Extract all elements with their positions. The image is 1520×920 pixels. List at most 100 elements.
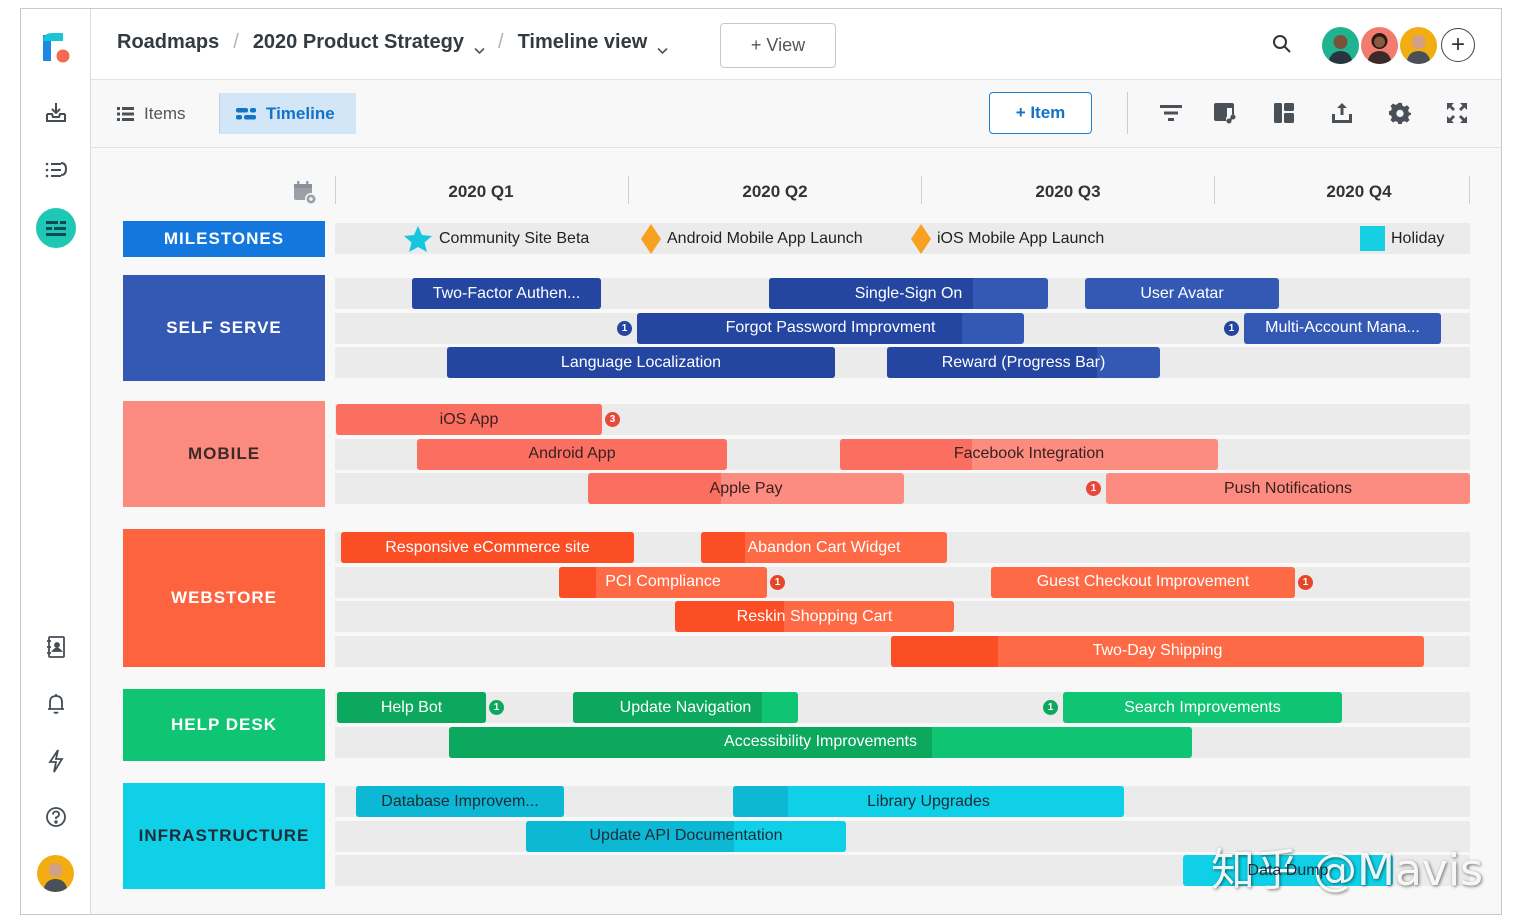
bell-icon[interactable] bbox=[36, 684, 76, 724]
lane-label-infrastructure[interactable]: INFRASTRUCTURE bbox=[123, 783, 325, 889]
dependency-count-badge[interactable]: 1 bbox=[1086, 481, 1101, 496]
lane-row-track: PCI Compliance 1 Guest Checkout Improvemen… bbox=[335, 566, 1470, 598]
inbox-download-icon[interactable] bbox=[36, 92, 76, 132]
roadmap-item-bar[interactable]: Database Improvem... bbox=[356, 786, 564, 817]
roadmap-item-bar[interactable]: User Avatar bbox=[1085, 278, 1279, 309]
fullscreen-icon[interactable] bbox=[1444, 100, 1470, 126]
chevron-down-icon[interactable] bbox=[474, 38, 485, 54]
roadmap-item-bar[interactable]: Update Navigation bbox=[573, 692, 798, 723]
dependency-count-badge[interactable]: 1 bbox=[1043, 700, 1058, 715]
roadmap-item-bar[interactable]: Search Improvements bbox=[1063, 692, 1342, 723]
export-upload-icon[interactable] bbox=[1329, 100, 1355, 126]
lane-label-milestones[interactable]: MILESTONES bbox=[123, 221, 325, 257]
milestone-diamond-icon bbox=[641, 223, 661, 254]
milestone[interactable]: Android Mobile App Launch bbox=[641, 223, 863, 254]
item-label: Language Localization bbox=[560, 353, 722, 371]
breadcrumb-product-strategy[interactable]: 2020 Product Strategy bbox=[252, 31, 465, 53]
roadmap-item-bar[interactable]: iOS App bbox=[336, 404, 602, 435]
lane-label-self-serve[interactable]: SELF SERVE bbox=[123, 275, 325, 381]
add-view-button[interactable]: + View bbox=[720, 23, 836, 68]
roadmap-item-bar[interactable]: Two-Factor Authen... bbox=[412, 278, 601, 309]
roadmap-item-bar[interactable]: Update API Documentation bbox=[526, 820, 846, 852]
milestone[interactable]: Holiday bbox=[1360, 223, 1444, 254]
roadmap-item-bar[interactable]: Library Upgrades bbox=[733, 786, 1124, 817]
dependency-count-badge[interactable]: 1 bbox=[770, 574, 785, 590]
tab-items[interactable]: Items bbox=[117, 93, 186, 134]
roadmap-item-bar[interactable]: Two-Day Shipping bbox=[891, 635, 1424, 667]
roadmap-item-bar[interactable]: Responsive eCommerce site bbox=[341, 532, 634, 563]
dependency-count-badge[interactable]: 1 bbox=[489, 700, 504, 715]
quarter-label-q3: 2020 Q3 bbox=[1035, 182, 1101, 201]
user-avatar-3[interactable] bbox=[1400, 27, 1437, 64]
milestone[interactable]: Community Site Beta bbox=[403, 223, 589, 254]
list-reorder-icon[interactable] bbox=[36, 150, 76, 190]
tab-timeline[interactable]: Timeline bbox=[219, 93, 356, 134]
timeline-quarters-header: 2020 Q1 2020 Q2 2020 Q3 2020 Q4 bbox=[21, 174, 1501, 214]
roadmap-item-bar[interactable]: Data Dump bbox=[1183, 855, 1393, 886]
chevron-down-icon[interactable] bbox=[657, 38, 668, 54]
roadmap-item-bar[interactable]: Push Notifications bbox=[1106, 473, 1470, 504]
add-collaborator-button[interactable]: + bbox=[1441, 28, 1475, 62]
dependency-count-badge[interactable]: 3 bbox=[605, 412, 620, 427]
filter-icon[interactable] bbox=[1158, 100, 1184, 126]
roadmap-item-bar[interactable]: Forgot Password Improvment bbox=[637, 312, 1024, 344]
lane-row-track: Help Bot 1 Update Navigation Search Improve… bbox=[335, 692, 1470, 723]
item-label: Forgot Password Improvment bbox=[725, 319, 936, 336]
item-label: Data Dump bbox=[1247, 861, 1329, 879]
dependency-count-badge[interactable]: 1 bbox=[617, 320, 632, 336]
roadmap-item-bar[interactable]: Apple Pay bbox=[588, 473, 904, 504]
contacts-book-icon[interactable] bbox=[36, 627, 76, 667]
roadmap-item-bar[interactable]: Guest Checkout Improvement bbox=[991, 566, 1295, 598]
lane-row-track: Database Improvem... Library Upgrades bbox=[335, 786, 1470, 817]
dependency-count-badge[interactable]: 1 bbox=[1224, 320, 1239, 336]
roadmap-icon[interactable] bbox=[36, 208, 76, 248]
toolbar-divider bbox=[1127, 92, 1128, 134]
roadmap-item-bar[interactable]: Abandon Cart Widget bbox=[701, 532, 947, 563]
progress-fill bbox=[412, 278, 601, 309]
lightning-icon[interactable] bbox=[36, 741, 76, 781]
breadcrumb-timeline-view[interactable]: Timeline view bbox=[517, 31, 648, 53]
milestone[interactable]: iOS Mobile App Launch bbox=[911, 223, 1104, 254]
settings-gear-icon[interactable] bbox=[1387, 100, 1413, 126]
item-label: Guest Checkout Improvement bbox=[1036, 573, 1250, 590]
roadmap-item-bar[interactable]: Single-Sign On bbox=[769, 278, 1048, 309]
breadcrumb-separator: / bbox=[498, 31, 504, 53]
add-item-button[interactable]: + Item bbox=[989, 92, 1092, 134]
progress-fill bbox=[891, 635, 998, 667]
dependency-count-badge[interactable]: 1 bbox=[1298, 574, 1313, 590]
roadmap-item-bar[interactable]: Multi-Account Mana... bbox=[1244, 312, 1441, 344]
breadcrumb-roadmaps[interactable]: Roadmaps bbox=[117, 31, 220, 53]
progress-fill bbox=[559, 566, 597, 598]
sidebar bbox=[21, 9, 91, 914]
user-avatar-2[interactable] bbox=[1361, 27, 1398, 64]
milestone-label: Community Site Beta bbox=[439, 229, 590, 247]
quarter-divider bbox=[335, 176, 336, 204]
calendar-settings-icon[interactable] bbox=[292, 180, 318, 206]
roadmap-item-bar[interactable]: PCI Compliance bbox=[559, 566, 767, 598]
item-label: Accessibility Improvements bbox=[724, 733, 917, 750]
progress-fill bbox=[588, 473, 721, 504]
roadmap-item-bar[interactable]: Android App bbox=[417, 438, 727, 470]
lane-row-track: Reskin Shopping Cart bbox=[335, 601, 1470, 632]
item-label: iOS App bbox=[439, 410, 499, 428]
search-icon[interactable] bbox=[1271, 33, 1295, 57]
user-avatar-1[interactable] bbox=[1322, 27, 1359, 64]
lane-label-mobile[interactable]: MOBILE bbox=[123, 401, 325, 507]
roadmap-item-bar[interactable]: Reskin Shopping Cart bbox=[675, 601, 954, 632]
roadmap-item-bar[interactable]: Facebook Integration bbox=[840, 438, 1218, 470]
roadmap-item-bar[interactable]: Language Localization bbox=[447, 347, 835, 378]
layout-icon[interactable] bbox=[1271, 100, 1297, 126]
app-logo[interactable] bbox=[41, 31, 71, 65]
lane-label-help-desk[interactable]: HELP DESK bbox=[123, 689, 325, 761]
calendar-link-icon[interactable] bbox=[1212, 100, 1238, 126]
lane-row-track: iOS App 3 bbox=[335, 404, 1470, 435]
lane-row-track: Android App Facebook Integration bbox=[335, 438, 1470, 470]
item-label: User Avatar bbox=[1140, 284, 1224, 302]
lane-label-webstore[interactable]: WEBSTORE bbox=[123, 529, 325, 667]
help-icon[interactable] bbox=[36, 797, 76, 837]
roadmap-item-bar[interactable]: Help Bot bbox=[337, 692, 486, 723]
roadmap-item-bar[interactable]: Accessibility Improvements bbox=[449, 726, 1192, 758]
current-user-avatar[interactable] bbox=[37, 855, 74, 892]
roadmap-item-bar[interactable]: Reward (Progress Bar) bbox=[887, 347, 1160, 378]
item-label: Update Navigation bbox=[619, 698, 752, 716]
